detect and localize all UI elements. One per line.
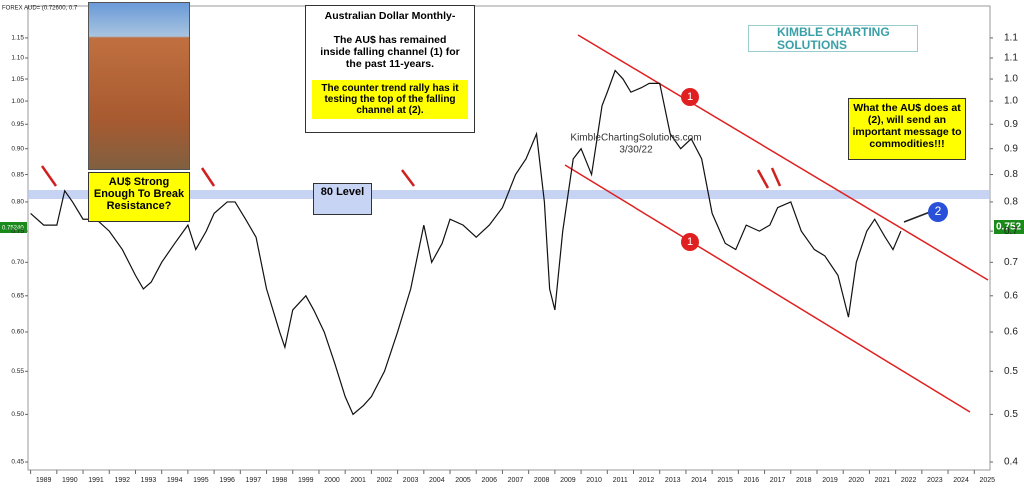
x-tick-label: 2018 <box>796 477 812 484</box>
x-tick-label: 2023 <box>927 477 943 484</box>
x-tick-label: 2010 <box>586 477 602 484</box>
y-tick-label: 1.1 <box>1004 33 1018 44</box>
marker-label: 1 <box>687 236 693 248</box>
y-tick-label: 0.55 <box>11 368 24 375</box>
message-box: What the AU$ does at (2), will send an i… <box>848 98 966 160</box>
x-tick-label: 2002 <box>377 477 393 484</box>
x-tick-label: 2005 <box>455 477 471 484</box>
y-tick-label: 0.45 <box>11 459 24 466</box>
price-label: 0.752 <box>996 222 1021 233</box>
arrow-2 <box>903 211 931 223</box>
y-tick-label: 0.6 <box>1004 327 1018 338</box>
resistance-band <box>28 190 990 199</box>
title: Australian Dollar Monthly- <box>324 10 456 22</box>
x-tick-label: 2025 <box>979 477 995 484</box>
y-tick-label: 0.60 <box>11 329 24 336</box>
y-tick-label: 0.95 <box>11 121 24 128</box>
x-tick-label: 2004 <box>429 477 445 484</box>
x-tick-label: 1995 <box>193 477 209 484</box>
y-tick-label: 1.15 <box>11 35 24 42</box>
kangaroo-photo <box>88 2 190 170</box>
x-tick-label: 2015 <box>717 477 733 484</box>
y-tick-label: 0.90 <box>11 145 24 152</box>
y-tick-label: 1.10 <box>11 55 24 62</box>
arrows <box>40 165 782 189</box>
x-tick-label: 2014 <box>691 477 707 484</box>
x-tick-label: 2011 <box>613 477 628 484</box>
x-tick-label: 2021 <box>875 477 891 484</box>
header: FOREX AUD= (0.72600, 0.7 <box>2 6 78 12</box>
level-box: 80 Level <box>313 183 372 215</box>
x-tick-label: 2017 <box>770 477 786 484</box>
y-tick-label: 0.4 <box>1004 457 1018 468</box>
x-tick-label: 2024 <box>953 477 969 484</box>
x-tick-label: 1989 <box>36 477 52 484</box>
x-tick-label: 1997 <box>246 477 262 484</box>
y-tick-label: 1.05 <box>11 76 24 83</box>
x-tick-label: 2022 <box>901 477 917 484</box>
marker-1 <box>681 88 699 106</box>
y-tick-label: 1.0 <box>1004 96 1018 107</box>
price-tag <box>994 220 1024 234</box>
y-tick-label: 0.8 <box>1004 169 1018 180</box>
x-tick-label: 1999 <box>298 477 314 484</box>
y-tick-label: 0.80 <box>11 199 24 206</box>
x-tick-label: 2019 <box>822 477 838 484</box>
note: The counter trend rally has it testing t… <box>312 80 468 119</box>
logo: KIMBLE CHARTING SOLUTIONS <box>748 25 918 52</box>
x-tick-label: 2001 <box>350 477 366 484</box>
x-tick-label: 1994 <box>167 477 183 484</box>
y-tick-label: 0.6 <box>1004 290 1018 301</box>
price-line <box>30 69 902 416</box>
x-tick-label: 1998 <box>272 477 288 484</box>
price-label: 0.75240 <box>2 226 24 232</box>
marker-label: 2 <box>935 204 942 218</box>
y-tick-label: 0.50 <box>11 411 24 418</box>
y-tick-label: 0.9 <box>1004 119 1018 130</box>
x-tick-label: 1991 <box>88 477 104 484</box>
y-tick-label: 0.75 <box>11 228 24 235</box>
y-tick-label: 0.7 <box>1004 257 1018 268</box>
marker-1 <box>681 233 699 251</box>
x-tick-label: 2003 <box>403 477 419 484</box>
x-tick-label: 1990 <box>62 477 78 484</box>
x-tick-label: 1996 <box>219 477 235 484</box>
y-tick-label: 0.85 <box>11 171 24 178</box>
x-tick-label: 2008 <box>534 477 550 484</box>
y-tick-label: 0.5 <box>1004 409 1018 420</box>
y-tick-label: 0.70 <box>11 259 24 266</box>
x-tick-label: 2009 <box>560 477 576 484</box>
callouts: 1 1 2 <box>681 88 948 251</box>
y-tick-label: 0.8 <box>1004 197 1018 208</box>
price-tag <box>0 222 27 233</box>
channel-top <box>577 34 989 281</box>
watermark: KimbleChartingSolutions.com <box>570 133 701 144</box>
date: 3/30/22 <box>619 145 653 156</box>
channel-bottom <box>564 164 971 413</box>
marker-2 <box>928 202 948 222</box>
y-tick-label: 0.7 <box>1004 226 1018 237</box>
title-box: Australian Dollar Monthly- The AU$ has r… <box>305 5 475 133</box>
x-tick-label: 2006 <box>481 477 497 484</box>
question-box: AU$ Strong Enough To Break Resistance? <box>88 172 190 222</box>
x-tick-label: 2016 <box>744 477 760 484</box>
x-tick-label: 2000 <box>324 477 340 484</box>
y-tick-label: 0.65 <box>11 293 24 300</box>
x-tick-label: 2020 <box>848 477 864 484</box>
x-tick-label: 2007 <box>508 477 524 484</box>
subtitle: The AU$ has remained inside falling chan… <box>320 34 460 70</box>
marker-label: 1 <box>687 91 693 103</box>
y-tick-label: 0.9 <box>1004 143 1018 154</box>
x-tick-label: 1993 <box>141 477 157 484</box>
x-tick-label: 2013 <box>665 477 681 484</box>
y-tick-label: 1.1 <box>1004 53 1018 64</box>
x-tick-label: 1992 <box>114 477 130 484</box>
y-tick-label: 0.5 <box>1004 366 1018 377</box>
x-tick-label: 2012 <box>639 477 655 484</box>
y-tick-label: 1.0 <box>1004 74 1018 85</box>
y-tick-label: 1.00 <box>11 98 24 105</box>
